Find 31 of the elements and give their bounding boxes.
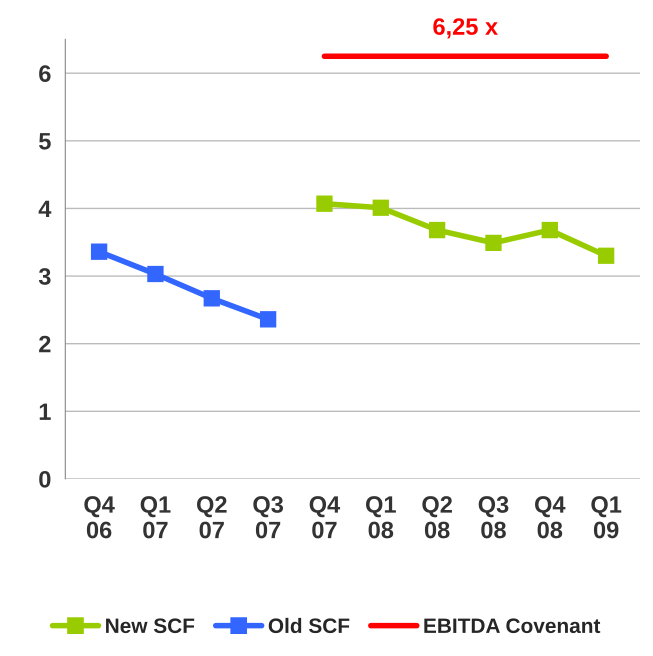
point <box>204 290 220 306</box>
x-tick-label: Q4 08 <box>535 496 566 538</box>
y-tick-label: 4 <box>38 200 52 217</box>
point <box>598 248 614 264</box>
point <box>147 266 164 282</box>
point <box>260 311 276 328</box>
y-tick-label: 2 <box>39 336 50 352</box>
x-tick-label: Q3 08 <box>478 496 508 538</box>
legend-label: Old SCF <box>268 618 350 634</box>
point <box>428 222 446 238</box>
y-tick-label: 3 <box>38 268 51 285</box>
legend-label: EBITDA Covenant <box>424 618 600 634</box>
point <box>372 200 389 216</box>
y-tick-label: 0 <box>39 470 50 488</box>
x-tick-label: Q1 07 <box>140 496 171 538</box>
y-tick-label: 5 <box>39 133 51 150</box>
x-tick-label: Q1 08 <box>366 496 396 538</box>
point <box>542 222 558 238</box>
point <box>316 196 333 212</box>
x-tick-label: Q1 09 <box>591 496 622 538</box>
x-tick-label: Q3 07 <box>253 496 284 538</box>
legend-label: New SCF <box>106 618 194 634</box>
point <box>90 244 108 260</box>
point <box>485 234 502 252</box>
text: 6,25 x <box>433 18 498 38</box>
x-tick-label: Q4 07 <box>310 496 340 538</box>
x-tick-label: Q2 07 <box>197 496 227 538</box>
y-tick-label: 1 <box>40 404 51 420</box>
x-tick-label: Q2 08 <box>422 496 452 538</box>
y-tick-label: 6 <box>39 65 51 82</box>
x-tick-label: Q4 06 <box>84 496 115 538</box>
